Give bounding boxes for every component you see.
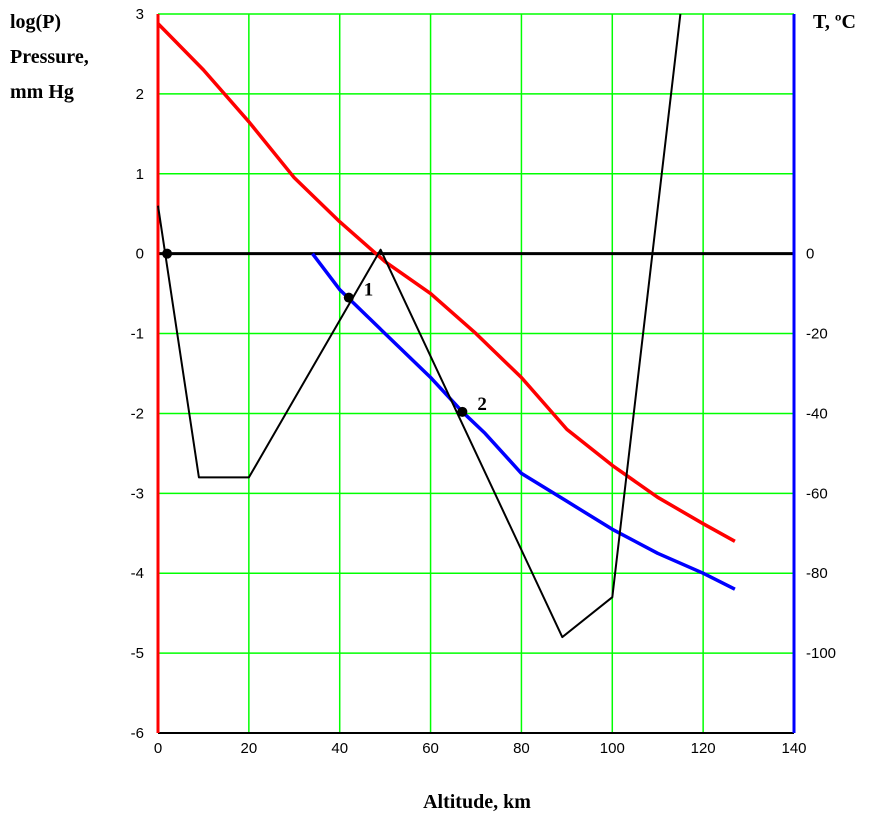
x-tick-label: 20: [241, 740, 258, 757]
y-left-tick-label: -2: [131, 405, 144, 422]
y-right-tick-label: 0: [806, 246, 814, 263]
y-right-tick-label: -40: [806, 405, 828, 422]
axes: [156, 14, 796, 734]
x-tick-label: 100: [600, 740, 625, 757]
y-left-tick-label: 0: [136, 246, 144, 263]
y-axis-left-label-line-1: log(P): [10, 11, 61, 33]
axis-labels: log(P) Pressure, mm Hg T, ºC Altitude, k…: [10, 11, 856, 813]
y-right-tick-label: -60: [806, 485, 828, 502]
x-tick-label: 140: [781, 740, 806, 757]
marked-points: 12: [162, 248, 487, 417]
y-axis-right-label: T, ºC: [813, 11, 856, 33]
y-left-tick-label: -1: [131, 326, 144, 343]
series-group: [156, 13, 736, 639]
series-line-2: [157, 13, 682, 639]
y-left-tick-label: 2: [136, 86, 144, 103]
x-tick-label: 80: [513, 740, 530, 757]
ticks: 0 20 40 60 80 100 120 1403210-1-2-3-4-5-60-20-4…: [131, 6, 836, 757]
y-left-tick-label: -4: [131, 565, 144, 582]
y-axis-left-label-line-3: mm Hg: [10, 81, 74, 103]
x-tick-label: 120: [691, 740, 716, 757]
y-left-tick-label: -6: [131, 725, 144, 742]
point-label: 1: [364, 280, 374, 301]
y-left-tick-label: 3: [136, 6, 144, 23]
x-tick-label: 60: [422, 740, 439, 757]
x-tick-label: 0: [154, 740, 162, 757]
point-marker: [457, 406, 468, 417]
y-left-tick-label: -3: [131, 485, 144, 502]
point-marker: [162, 248, 173, 259]
y-right-tick-label: -80: [806, 565, 828, 582]
x-tick-label: 40: [331, 740, 348, 757]
y-left-tick-label: 1: [136, 166, 144, 183]
y-left-tick-label: -5: [131, 645, 144, 662]
y-right-tick-label: -20: [806, 326, 828, 343]
grid: [158, 13, 794, 734]
point-label: 2: [477, 394, 487, 415]
point-marker: [343, 292, 354, 303]
y-right-tick-label: -100: [806, 645, 836, 662]
series-line-0: [156, 22, 736, 543]
y-axis-left-label-line-2: Pressure,: [10, 46, 89, 68]
x-axis-label: Altitude, km: [423, 791, 531, 813]
series-line-1: [311, 252, 736, 591]
